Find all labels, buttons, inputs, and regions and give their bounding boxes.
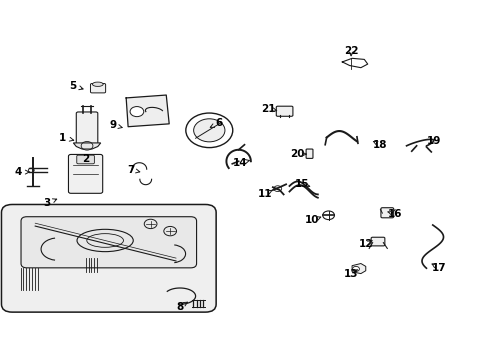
Text: 14: 14 bbox=[233, 158, 247, 168]
Text: 2: 2 bbox=[82, 154, 89, 164]
Text: 20: 20 bbox=[289, 149, 304, 159]
Text: 4: 4 bbox=[15, 167, 22, 177]
Text: 10: 10 bbox=[304, 215, 319, 225]
Text: 8: 8 bbox=[176, 302, 183, 312]
Polygon shape bbox=[73, 143, 101, 149]
Circle shape bbox=[185, 113, 232, 148]
Text: 12: 12 bbox=[358, 239, 372, 249]
Text: 22: 22 bbox=[343, 46, 358, 56]
Circle shape bbox=[130, 107, 143, 117]
FancyBboxPatch shape bbox=[305, 149, 312, 158]
Circle shape bbox=[352, 266, 359, 271]
Text: 21: 21 bbox=[260, 104, 275, 114]
Circle shape bbox=[273, 186, 281, 192]
Text: 19: 19 bbox=[426, 136, 441, 146]
Text: 6: 6 bbox=[215, 118, 222, 128]
Polygon shape bbox=[126, 95, 169, 127]
Text: 1: 1 bbox=[59, 132, 66, 143]
Circle shape bbox=[193, 119, 224, 142]
Text: 16: 16 bbox=[387, 209, 402, 219]
Text: 18: 18 bbox=[372, 140, 387, 150]
Polygon shape bbox=[351, 264, 365, 274]
FancyBboxPatch shape bbox=[1, 204, 216, 312]
FancyBboxPatch shape bbox=[90, 84, 105, 93]
Text: 13: 13 bbox=[343, 269, 358, 279]
Text: 7: 7 bbox=[127, 165, 135, 175]
Text: 17: 17 bbox=[431, 263, 446, 273]
FancyBboxPatch shape bbox=[21, 217, 196, 268]
FancyBboxPatch shape bbox=[370, 237, 384, 246]
FancyBboxPatch shape bbox=[77, 155, 94, 164]
Text: 9: 9 bbox=[110, 120, 117, 130]
FancyBboxPatch shape bbox=[276, 106, 292, 116]
FancyBboxPatch shape bbox=[76, 112, 98, 144]
Text: 3: 3 bbox=[43, 198, 50, 208]
FancyBboxPatch shape bbox=[380, 208, 393, 218]
FancyBboxPatch shape bbox=[68, 154, 102, 193]
Text: 15: 15 bbox=[294, 179, 309, 189]
Text: 5: 5 bbox=[69, 81, 76, 91]
Ellipse shape bbox=[92, 82, 103, 86]
Text: 11: 11 bbox=[257, 189, 272, 199]
Circle shape bbox=[322, 211, 334, 220]
